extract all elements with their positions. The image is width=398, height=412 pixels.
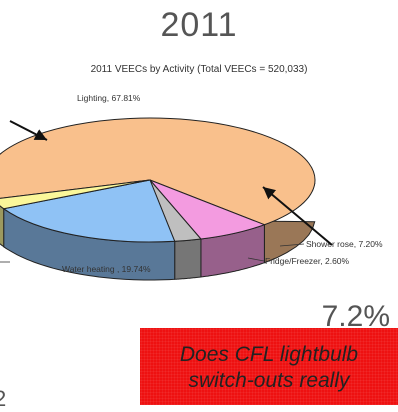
slice-side-4 — [0, 205, 5, 248]
label-lighting: Lighting, 67.81% — [77, 93, 141, 103]
slice-top-4 — [0, 179, 151, 210]
callout-line-1: Does CFL lightbulb — [179, 343, 359, 366]
shower-rose-percent: 7.2% — [321, 300, 390, 333]
leader-line-fridge — [247, 257, 265, 262]
slice-side-2 — [174, 238, 202, 280]
label-water-heating: Water heating , 19.74% — [62, 264, 151, 274]
cut-off-text: 2 — [0, 386, 7, 411]
callout-box: Does CFL lightbulb switch-outs really — [140, 328, 398, 405]
leader-line-shower — [279, 243, 305, 247]
pie-slices — [0, 117, 316, 281]
arrow-shower-rose — [262, 186, 333, 246]
slice-top-0 — [0, 117, 316, 226]
label-shower-rose: Shower rose, 7.20% — [306, 239, 383, 249]
callout-line-2: switch-outs really — [188, 369, 350, 392]
label-fridge-freezer: Fridge/Freezer, 2.60% — [265, 256, 350, 266]
slice-top-3 — [2, 179, 176, 243]
arrow-lighting — [9, 120, 48, 141]
chart-title: 2011 VEECs by Activity (Total VEECs = 52… — [90, 64, 308, 75]
year-heading: 2011 — [160, 6, 238, 44]
